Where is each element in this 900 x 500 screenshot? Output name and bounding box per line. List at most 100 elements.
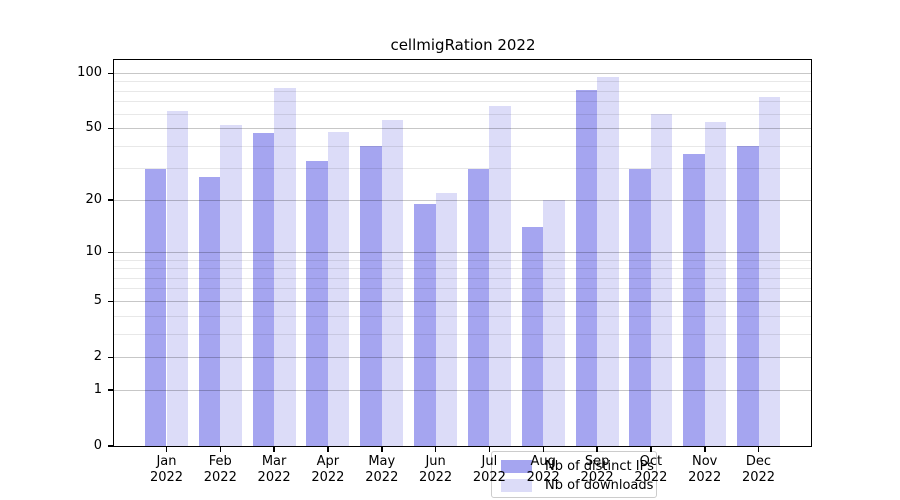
x-tick-month: Sep [584, 453, 610, 469]
gridline-major [114, 356, 811, 358]
bar-may-distinct-ips [360, 146, 382, 446]
legend-item-downloads: Nb of downloads [501, 477, 656, 494]
y-tick-mark [108, 251, 113, 254]
bar-sep-downloads [597, 77, 619, 446]
legend-swatch-distinct-ips [501, 460, 532, 473]
x-tick-month: Oct [639, 453, 663, 469]
gridline-major [114, 127, 811, 129]
y-axis: 0 1 2 5 10 20 50 100 [0, 60, 113, 453]
x-tick-mark [757, 446, 760, 452]
legend-item-distinct-ips: Nb of distinct IPs [501, 458, 656, 475]
gridline-minor [114, 81, 811, 83]
x-tick-label-jan: Jan 2022 [135, 454, 199, 486]
bar-oct-downloads [650, 114, 673, 446]
y-tick-mark [108, 72, 113, 74]
x-tick-mark [327, 446, 329, 452]
legend-swatch-downloads [501, 479, 532, 492]
x-tick-year: 2022 [472, 469, 506, 485]
x-tick-mark [273, 446, 275, 452]
bar-jul-downloads [489, 106, 511, 446]
grid-layer [114, 60, 811, 446]
bar-apr-downloads [327, 131, 350, 446]
x-axis: Jan 2022 Feb 2022 Mar 2022 Apr 2022 May 2022 Jun 20… [114, 446, 811, 492]
x-tick-month: Nov [692, 453, 718, 469]
x-tick-mark [596, 446, 598, 452]
gridline-major [114, 389, 811, 391]
x-tick-month: Mar [261, 453, 287, 469]
y-tick-mark [108, 445, 113, 447]
y-tick-label: 20 [85, 192, 102, 208]
y-tick-label: 5 [93, 293, 102, 309]
gridline-minor [114, 168, 811, 170]
bar-jun-downloads [435, 192, 458, 446]
legend-label-downloads: Nb of downloads [545, 478, 654, 493]
x-tick-year: 2022 [149, 469, 184, 485]
x-tick-label-dec: Dec 2022 [727, 454, 791, 486]
bar-nov-downloads [704, 122, 727, 446]
bar-aug-downloads [543, 200, 565, 446]
x-tick-mark [704, 446, 706, 452]
x-tick-month: Feb [208, 453, 232, 469]
x-tick-label-jul: Jul 2022 [457, 454, 521, 486]
x-tick-label-oct: Oct 2022 [619, 454, 683, 486]
x-tick-mark [650, 446, 652, 452]
gridline-minor [114, 268, 811, 269]
gridline-minor [114, 288, 811, 290]
bar-jan-distinct-ips [144, 168, 167, 446]
gridline-minor [114, 90, 811, 92]
y-tick-label: 100 [77, 65, 102, 81]
x-tick-mark [381, 446, 383, 452]
bar-jun-distinct-ips [414, 204, 436, 446]
chart-title: cellmigRation 2022 [390, 36, 536, 54]
bar-jul-distinct-ips [467, 168, 490, 446]
y-tick-mark [108, 300, 113, 302]
gridline-minor [114, 277, 811, 279]
x-tick-month: Jul [481, 453, 498, 469]
plot-area: Nb of distinct IPs Nb of downloads [113, 59, 812, 498]
x-tick-mark [488, 446, 491, 452]
legend-label-distinct-ips: Nb of distinct IPs [545, 459, 654, 474]
x-tick-label-aug: Aug 2022 [511, 454, 575, 486]
x-tick-year: 2022 [741, 469, 776, 485]
x-tick-label-apr: Apr 2022 [296, 454, 360, 486]
x-tick-year: 2022 [311, 469, 345, 485]
gridline-minor [114, 259, 811, 261]
y-tick-label: 0 [93, 438, 102, 453]
x-tick-year: 2022 [365, 469, 399, 485]
bar-aug-distinct-ips [521, 227, 544, 446]
x-tick-month: Apr [316, 453, 340, 469]
x-tick-mark [165, 446, 168, 452]
x-tick-month: Jan [156, 453, 177, 469]
x-tick-label-feb: Feb 2022 [188, 454, 252, 486]
x-tick-label-nov: Nov 2022 [673, 454, 737, 486]
x-tick-mark [542, 446, 544, 452]
x-tick-month: Jun [425, 453, 446, 469]
gridline-minor [114, 113, 811, 115]
bars-layer [114, 60, 811, 446]
y-tick-mark [108, 389, 113, 391]
x-tick-label-jun: Jun 2022 [404, 454, 468, 486]
gridline-major [114, 300, 811, 302]
x-tick-year: 2022 [526, 469, 560, 485]
bar-dec-distinct-ips [737, 146, 759, 446]
bar-apr-distinct-ips [306, 161, 328, 446]
y-tick-label: 50 [85, 120, 102, 136]
x-tick-label-mar: Mar 2022 [242, 454, 306, 486]
x-tick-year: 2022 [419, 469, 453, 485]
y-tick-mark [108, 127, 113, 130]
bar-mar-downloads [274, 88, 296, 446]
x-tick-label-sep: Sep 2022 [565, 454, 629, 486]
gridline-major [114, 199, 811, 201]
y-tick-label: 10 [85, 244, 102, 260]
bar-sep-distinct-ips [575, 90, 597, 446]
gridline-major [114, 72, 811, 74]
bar-mar-distinct-ips [252, 133, 275, 446]
bar-jan-downloads [166, 111, 188, 446]
y-tick-mark [108, 356, 113, 358]
gridline-minor [114, 333, 811, 335]
legend: Nb of distinct IPs Nb of downloads [491, 451, 657, 498]
x-tick-year: 2022 [634, 469, 668, 485]
x-tick-month: May [368, 453, 396, 469]
bar-may-downloads [381, 119, 404, 446]
